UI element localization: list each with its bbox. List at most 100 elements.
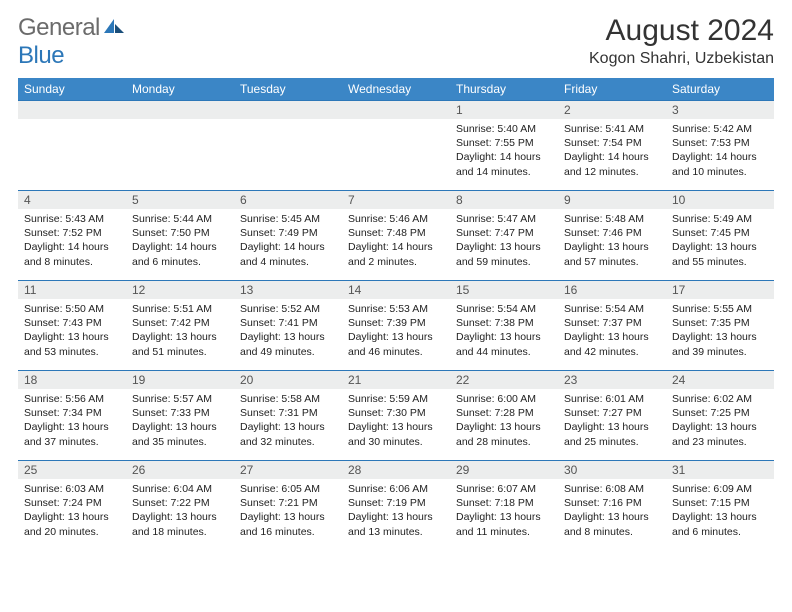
day-details: Sunrise: 5:54 AMSunset: 7:37 PMDaylight:… bbox=[558, 299, 666, 363]
sunset-text: Sunset: 7:35 PM bbox=[672, 316, 768, 330]
weekday-header: Tuesday bbox=[234, 78, 342, 100]
sunset-text: Sunset: 7:45 PM bbox=[672, 226, 768, 240]
calendar-day-cell: 11Sunrise: 5:50 AMSunset: 7:43 PMDayligh… bbox=[18, 280, 126, 370]
day-number: 13 bbox=[234, 281, 342, 299]
sunset-text: Sunset: 7:25 PM bbox=[672, 406, 768, 420]
day-number: 23 bbox=[558, 371, 666, 389]
daylight-text: Daylight: 13 hours and 57 minutes. bbox=[564, 240, 660, 268]
day-details: Sunrise: 5:58 AMSunset: 7:31 PMDaylight:… bbox=[234, 389, 342, 453]
sunset-text: Sunset: 7:38 PM bbox=[456, 316, 552, 330]
calendar-week-row: 1Sunrise: 5:40 AMSunset: 7:55 PMDaylight… bbox=[18, 100, 774, 190]
sunset-text: Sunset: 7:39 PM bbox=[348, 316, 444, 330]
sunrise-text: Sunrise: 5:49 AM bbox=[672, 212, 768, 226]
day-number: 10 bbox=[666, 191, 774, 209]
sunrise-text: Sunrise: 5:52 AM bbox=[240, 302, 336, 316]
month-title: August 2024 bbox=[589, 14, 774, 48]
day-number: 12 bbox=[126, 281, 234, 299]
day-details: Sunrise: 5:42 AMSunset: 7:53 PMDaylight:… bbox=[666, 119, 774, 183]
sunset-text: Sunset: 7:49 PM bbox=[240, 226, 336, 240]
calendar-day-cell: 2Sunrise: 5:41 AMSunset: 7:54 PMDaylight… bbox=[558, 100, 666, 190]
day-number: 25 bbox=[18, 461, 126, 479]
sunrise-text: Sunrise: 5:58 AM bbox=[240, 392, 336, 406]
daylight-text: Daylight: 14 hours and 14 minutes. bbox=[456, 150, 552, 178]
day-number: 1 bbox=[450, 101, 558, 119]
sunrise-text: Sunrise: 6:05 AM bbox=[240, 482, 336, 496]
sunset-text: Sunset: 7:41 PM bbox=[240, 316, 336, 330]
daylight-text: Daylight: 13 hours and 25 minutes. bbox=[564, 420, 660, 448]
calendar-week-row: 11Sunrise: 5:50 AMSunset: 7:43 PMDayligh… bbox=[18, 280, 774, 370]
daylight-text: Daylight: 13 hours and 44 minutes. bbox=[456, 330, 552, 358]
weekday-header: Sunday bbox=[18, 78, 126, 100]
calendar-day-cell: 14Sunrise: 5:53 AMSunset: 7:39 PMDayligh… bbox=[342, 280, 450, 370]
calendar-day-cell: 28Sunrise: 6:06 AMSunset: 7:19 PMDayligh… bbox=[342, 460, 450, 550]
calendar-day-cell bbox=[234, 100, 342, 190]
daylight-text: Daylight: 13 hours and 30 minutes. bbox=[348, 420, 444, 448]
sunrise-text: Sunrise: 5:54 AM bbox=[456, 302, 552, 316]
sunrise-text: Sunrise: 5:54 AM bbox=[564, 302, 660, 316]
sunrise-text: Sunrise: 5:53 AM bbox=[348, 302, 444, 316]
calendar-week-row: 18Sunrise: 5:56 AMSunset: 7:34 PMDayligh… bbox=[18, 370, 774, 460]
daylight-text: Daylight: 13 hours and 13 minutes. bbox=[348, 510, 444, 538]
calendar-day-cell: 17Sunrise: 5:55 AMSunset: 7:35 PMDayligh… bbox=[666, 280, 774, 370]
calendar-day-cell: 10 Sunrise: 5:49 AMSunset: 7:45 PMDayligh… bbox=[666, 190, 774, 280]
day-number: 24 bbox=[666, 371, 774, 389]
sunset-text: Sunset: 7:42 PM bbox=[132, 316, 228, 330]
sunrise-text: Sunrise: 6:06 AM bbox=[348, 482, 444, 496]
daylight-text: Daylight: 14 hours and 12 minutes. bbox=[564, 150, 660, 178]
calendar-day-cell bbox=[126, 100, 234, 190]
sunset-text: Sunset: 7:37 PM bbox=[564, 316, 660, 330]
day-number bbox=[342, 101, 450, 119]
sunrise-text: Sunrise: 6:00 AM bbox=[456, 392, 552, 406]
calendar-day-cell: 30Sunrise: 6:08 AMSunset: 7:16 PMDayligh… bbox=[558, 460, 666, 550]
calendar-day-cell: 26Sunrise: 6:04 AMSunset: 7:22 PMDayligh… bbox=[126, 460, 234, 550]
calendar-day-cell: 16Sunrise: 5:54 AMSunset: 7:37 PMDayligh… bbox=[558, 280, 666, 370]
day-details: Sunrise: 6:01 AMSunset: 7:27 PMDaylight:… bbox=[558, 389, 666, 453]
daylight-text: Daylight: 13 hours and 37 minutes. bbox=[24, 420, 120, 448]
sunset-text: Sunset: 7:43 PM bbox=[24, 316, 120, 330]
logo-general: General bbox=[18, 14, 100, 41]
sunset-text: Sunset: 7:22 PM bbox=[132, 496, 228, 510]
daylight-text: Daylight: 14 hours and 2 minutes. bbox=[348, 240, 444, 268]
sunset-text: Sunset: 7:15 PM bbox=[672, 496, 768, 510]
day-details: Sunrise: 6:08 AMSunset: 7:16 PMDaylight:… bbox=[558, 479, 666, 543]
day-details: Sunrise: 5:57 AMSunset: 7:33 PMDaylight:… bbox=[126, 389, 234, 453]
logo-blue: Blue bbox=[18, 42, 64, 69]
daylight-text: Daylight: 13 hours and 8 minutes. bbox=[564, 510, 660, 538]
day-details: Sunrise: 6:04 AMSunset: 7:22 PMDaylight:… bbox=[126, 479, 234, 543]
weekday-header: Monday bbox=[126, 78, 234, 100]
sunset-text: Sunset: 7:53 PM bbox=[672, 136, 768, 150]
daylight-text: Daylight: 13 hours and 55 minutes. bbox=[672, 240, 768, 268]
sunrise-text: Sunrise: 5:59 AM bbox=[348, 392, 444, 406]
sunrise-text: Sunrise: 5:48 AM bbox=[564, 212, 660, 226]
day-details: Sunrise: 5:54 AMSunset: 7:38 PMDaylight:… bbox=[450, 299, 558, 363]
daylight-text: Daylight: 14 hours and 10 minutes. bbox=[672, 150, 768, 178]
daylight-text: Daylight: 13 hours and 11 minutes. bbox=[456, 510, 552, 538]
day-number: 20 bbox=[234, 371, 342, 389]
calendar-table: Sunday Monday Tuesday Wednesday Thursday… bbox=[18, 78, 774, 550]
day-details: Sunrise: 5:50 AMSunset: 7:43 PMDaylight:… bbox=[18, 299, 126, 363]
sunset-text: Sunset: 7:21 PM bbox=[240, 496, 336, 510]
calendar-day-cell: 21Sunrise: 5:59 AMSunset: 7:30 PMDayligh… bbox=[342, 370, 450, 460]
sunrise-text: Sunrise: 6:09 AM bbox=[672, 482, 768, 496]
day-details: Sunrise: 5:47 AMSunset: 7:47 PMDaylight:… bbox=[450, 209, 558, 273]
day-details: Sunrise: 5:46 AMSunset: 7:48 PMDaylight:… bbox=[342, 209, 450, 273]
sunrise-text: Sunrise: 6:08 AM bbox=[564, 482, 660, 496]
calendar-week-row: 25Sunrise: 6:03 AMSunset: 7:24 PMDayligh… bbox=[18, 460, 774, 550]
day-details: Sunrise: 6:05 AMSunset: 7:21 PMDaylight:… bbox=[234, 479, 342, 543]
calendar-day-cell: 22Sunrise: 6:00 AMSunset: 7:28 PMDayligh… bbox=[450, 370, 558, 460]
daylight-text: Daylight: 13 hours and 59 minutes. bbox=[456, 240, 552, 268]
sunset-text: Sunset: 7:16 PM bbox=[564, 496, 660, 510]
day-number: 11 bbox=[18, 281, 126, 299]
sunset-text: Sunset: 7:55 PM bbox=[456, 136, 552, 150]
day-details: Sunrise: 6:00 AMSunset: 7:28 PMDaylight:… bbox=[450, 389, 558, 453]
day-number: 16 bbox=[558, 281, 666, 299]
day-details: Sunrise: 5:41 AMSunset: 7:54 PMDaylight:… bbox=[558, 119, 666, 183]
sunset-text: Sunset: 7:31 PM bbox=[240, 406, 336, 420]
sunrise-text: Sunrise: 6:01 AM bbox=[564, 392, 660, 406]
day-details: Sunrise: 5:52 AMSunset: 7:41 PMDaylight:… bbox=[234, 299, 342, 363]
daylight-text: Daylight: 13 hours and 42 minutes. bbox=[564, 330, 660, 358]
sunset-text: Sunset: 7:27 PM bbox=[564, 406, 660, 420]
day-details: Sunrise: 6:02 AMSunset: 7:25 PMDaylight:… bbox=[666, 389, 774, 453]
day-details: Sunrise: 5:45 AMSunset: 7:49 PMDaylight:… bbox=[234, 209, 342, 273]
calendar-day-cell: 15Sunrise: 5:54 AMSunset: 7:38 PMDayligh… bbox=[450, 280, 558, 370]
